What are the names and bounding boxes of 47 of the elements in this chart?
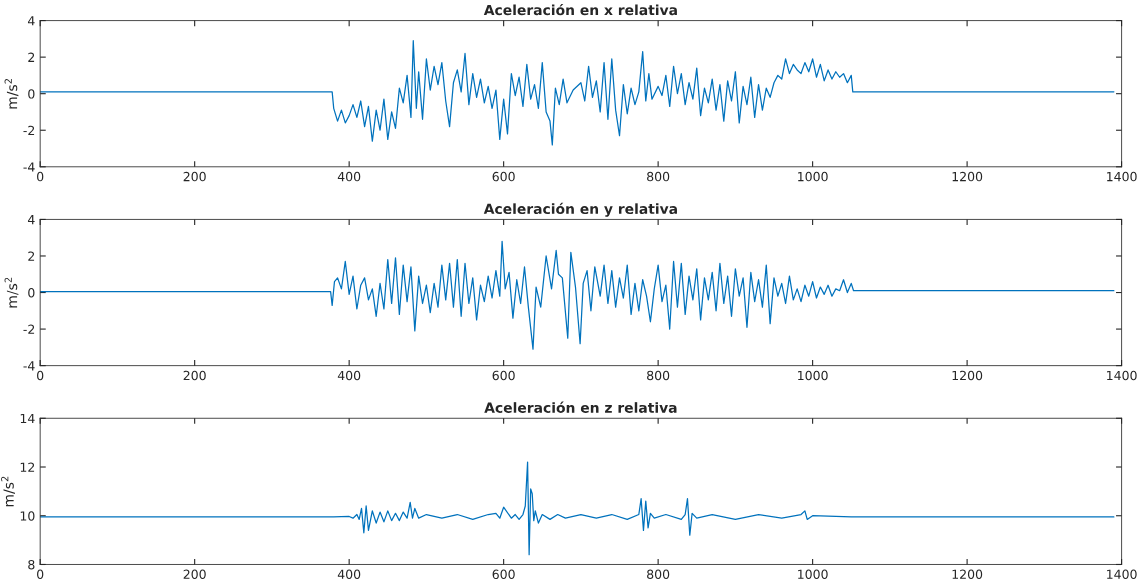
y-axis-title: m/s$^{2}$ [4,277,19,308]
line-series [40,40,1115,146]
x-tick-label: 1200 [952,569,983,580]
x-tick-label: 400 [337,370,361,381]
chart-title: Aceleración en z relativa [484,401,677,413]
chart-title: Aceleración en x relativa [483,3,677,16]
x-tick-label: 0 [37,370,44,381]
x-tick-label: 0 [37,569,44,580]
y-tick-label: 8 [28,559,35,570]
x-tick-label: 1400 [1107,569,1137,580]
y-tick-label: -2 [23,125,35,135]
x-tick-label: 600 [492,370,515,381]
y-tick-label: 2 [28,251,35,261]
x-tick-label: 400 [337,171,361,182]
x-tick-label: 200 [183,370,206,381]
x-tick-label: 800 [647,171,670,182]
x-tick-label: 1400 [1107,370,1137,381]
x-tick-label: 200 [183,171,206,182]
y-tick-label: -2 [23,324,35,334]
x-tick-label: 1000 [798,569,828,580]
x-tick-label: 0 [37,171,44,182]
y-tick-label: 10 [20,511,35,521]
x-tick-label: 400 [337,569,361,580]
y-tick-label: 4 [27,215,35,225]
y-axis-title: m/s$^{2}$ [1,476,15,507]
x-tick-label: 1200 [952,171,983,182]
x-tick-label: 800 [647,370,670,381]
y-tick-label: 14 [20,413,35,424]
line-series [40,461,1115,556]
y-tick-label: 0 [28,89,35,99]
x-tick-label: 1200 [952,370,983,381]
y-tick-label: 12 [20,462,35,472]
y-tick-label: 4 [27,16,35,26]
chart-title: Aceleración en y relativa [483,202,677,217]
x-tick-label: 1000 [798,370,828,381]
y-tick-label: -4 [23,162,35,172]
y-tick-label: 2 [28,52,35,62]
x-tick-label: 600 [492,171,515,182]
x-tick-label: 800 [647,569,670,580]
x-tick-label: 200 [183,569,206,580]
x-tick-label: 600 [492,569,515,580]
x-tick-label: 1000 [798,171,828,182]
y-tick-label: 0 [28,288,35,298]
x-tick-label: 1400 [1107,171,1137,182]
line-series [40,240,1115,350]
y-tick-label: -4 [23,361,35,371]
y-axis-title: m/s$^{2}$ [4,79,19,109]
